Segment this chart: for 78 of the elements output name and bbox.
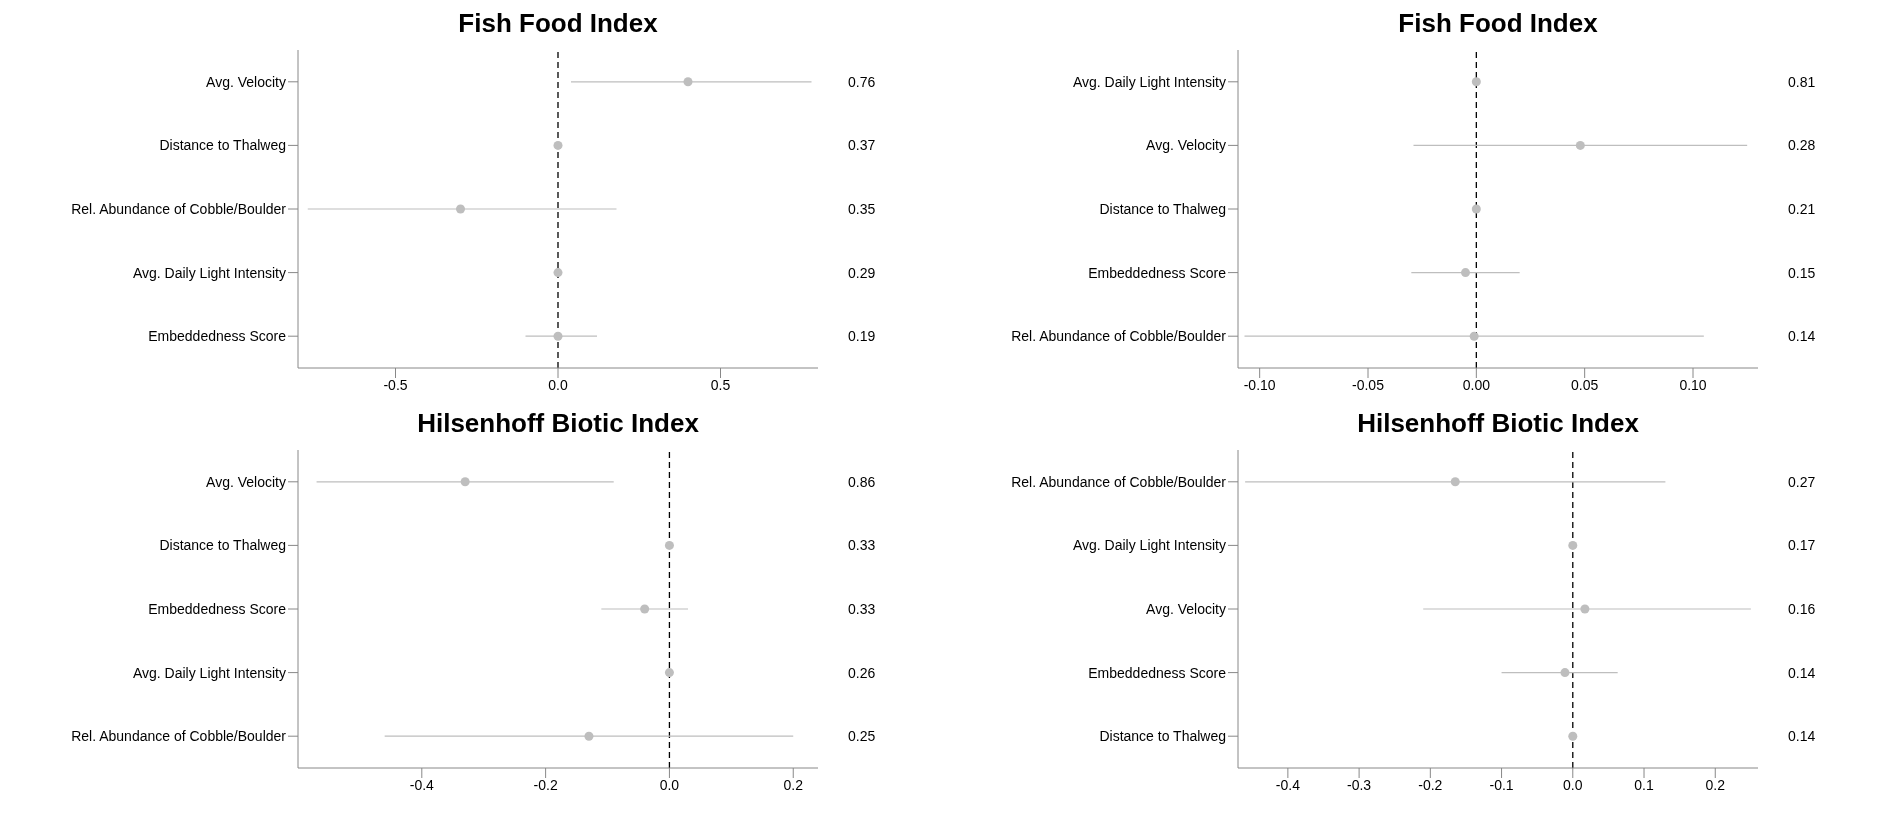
y-tick-label: Avg. Daily Light Intensity bbox=[132, 264, 286, 281]
x-tick-label: -0.3 bbox=[1347, 776, 1372, 793]
x-tick-label: 0.0 bbox=[1563, 776, 1583, 793]
point bbox=[460, 477, 470, 487]
y-tick-label: Embeddedness Score bbox=[148, 328, 287, 345]
text: 0.35 bbox=[848, 200, 876, 218]
text: 0.19 bbox=[848, 327, 876, 346]
text: 0.25 bbox=[848, 727, 876, 746]
x-tick-label: -0.4 bbox=[1275, 776, 1301, 793]
point bbox=[1560, 668, 1570, 678]
text: 0.76 bbox=[848, 72, 876, 91]
x-tick-label: 0.2 bbox=[783, 776, 804, 793]
text: 0.26 bbox=[848, 663, 876, 682]
text: 0.27 bbox=[1788, 472, 1816, 491]
text: 0.16 bbox=[1788, 600, 1816, 618]
x-tick-label: 0.05 bbox=[1571, 376, 1599, 393]
chart-title: Fish Food Index bbox=[457, 8, 659, 39]
point bbox=[1568, 731, 1578, 741]
x-tick-label: 0.0 bbox=[548, 376, 568, 393]
y-tick-label: Distance to Thalweg bbox=[159, 537, 286, 554]
y-tick-label: Avg. Daily Light Intensity bbox=[1072, 537, 1226, 554]
x-tick-label: -0.2 bbox=[533, 776, 558, 793]
y-tick-label: Avg. Velocity bbox=[1146, 600, 1226, 617]
y-tick-label: Rel. Abundance of Cobble/Boulder bbox=[71, 728, 287, 745]
text: 0.28 bbox=[1788, 136, 1816, 155]
point bbox=[664, 540, 674, 550]
point bbox=[1568, 540, 1578, 550]
text: 0.33 bbox=[848, 536, 876, 555]
point bbox=[1580, 604, 1590, 614]
text: 0.14 bbox=[1788, 327, 1816, 346]
x-tick-label: -0.5 bbox=[383, 376, 408, 393]
text: 0.14 bbox=[1788, 727, 1816, 746]
text: 0.17 bbox=[1788, 536, 1816, 555]
x-tick-label: -0.10 bbox=[1243, 376, 1276, 393]
y-tick-label: Embeddedness Score bbox=[1088, 664, 1227, 681]
point bbox=[1469, 331, 1479, 341]
text: 0.29 bbox=[848, 263, 876, 282]
x-tick-label: 0.1 bbox=[1634, 776, 1654, 793]
y-tick-label: Avg. Daily Light Intensity bbox=[1072, 73, 1226, 90]
chart-title: Hilsenhoff Biotic Index bbox=[416, 408, 700, 439]
y-tick-label: Avg. Daily Light Intensity bbox=[132, 664, 286, 681]
y-tick-label: Distance to Thalweg bbox=[1099, 200, 1226, 217]
x-tick-label: -0.1 bbox=[1489, 776, 1514, 793]
text: 0.33 bbox=[848, 600, 876, 618]
text: 0.15 bbox=[1788, 263, 1816, 282]
point bbox=[584, 731, 594, 741]
chart-title: Fish Food Index bbox=[1397, 8, 1599, 39]
x-tick-label: -0.05 bbox=[1352, 376, 1385, 393]
text: 0.86 bbox=[848, 472, 876, 491]
point bbox=[1450, 477, 1460, 487]
point bbox=[1471, 77, 1481, 87]
y-tick-label: Avg. Velocity bbox=[1146, 137, 1226, 154]
point bbox=[1575, 140, 1585, 150]
y-tick-label: Embeddedness Score bbox=[148, 600, 287, 617]
x-tick-label: -0.2 bbox=[1418, 776, 1443, 793]
y-tick-label: Avg. Velocity bbox=[206, 73, 286, 90]
y-tick-label: Avg. Velocity bbox=[206, 473, 286, 490]
text: 0.81 bbox=[1788, 72, 1816, 91]
x-tick-label: 0.5 bbox=[710, 376, 731, 393]
text: 0.37 bbox=[848, 136, 876, 155]
x-tick-label: 0.10 bbox=[1679, 376, 1707, 393]
y-tick-label: Embeddedness Score bbox=[1088, 264, 1227, 281]
point bbox=[640, 604, 650, 614]
text: 0.14 bbox=[1788, 663, 1816, 682]
y-tick-label: Distance to Thalweg bbox=[159, 137, 286, 154]
point bbox=[664, 668, 674, 678]
x-tick-label: 0.00 bbox=[1462, 376, 1491, 393]
point bbox=[1471, 204, 1481, 214]
y-tick-label: Rel. Abundance of Cobble/Boulder bbox=[1011, 328, 1227, 345]
point bbox=[1460, 268, 1471, 278]
x-tick-label: -0.4 bbox=[409, 776, 435, 793]
y-tick-label: Rel. Abundance of Cobble/Boulder bbox=[1011, 473, 1227, 490]
chart-title: Hilsenhoff Biotic Index bbox=[1356, 408, 1640, 439]
y-tick-label: Distance to Thalweg bbox=[1099, 728, 1226, 745]
x-tick-label: 0.0 bbox=[659, 776, 680, 793]
y-tick-label: Rel. Abundance of Cobble/Boulder bbox=[71, 200, 287, 217]
text: 0.21 bbox=[1788, 200, 1816, 218]
x-tick-label: 0.2 bbox=[1705, 776, 1726, 793]
